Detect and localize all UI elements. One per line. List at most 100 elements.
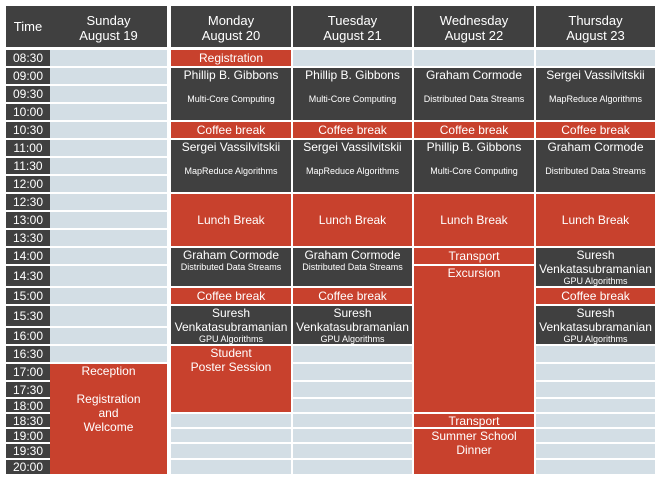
event-subtitle: Multi-Core Computing [187, 94, 275, 104]
event-monday-coffee1[interactable]: Coffee break [171, 122, 291, 138]
time-label: 09:30 [6, 86, 50, 102]
event-tuesday-coffee1[interactable]: Coffee break [293, 122, 412, 138]
day-date: August 19 [79, 28, 138, 43]
empty-slot [50, 288, 167, 304]
time-label: 11:00 [6, 140, 50, 156]
event-title: Phillip B. Gibbons [305, 68, 400, 82]
event-title: Registration [198, 51, 264, 65]
time-label: 13:30 [6, 230, 50, 246]
empty-slot [171, 444, 291, 458]
event-thursday-s1[interactable]: Sergei Vassilvitskii MapReduce Algorithms [536, 68, 655, 120]
empty-slot [50, 68, 167, 84]
empty-slot [50, 328, 167, 344]
event-wednesday-coffee1[interactable]: Coffee break [414, 122, 534, 138]
time-label: 14:00 [6, 248, 50, 264]
event-wednesday-s1[interactable]: Graham Cormode Distributed Data Streams [414, 68, 534, 120]
day-date: August 23 [566, 28, 625, 43]
event-title: Suresh Venkatasubramanian [539, 306, 652, 334]
event-monday-poster[interactable]: Student Poster Session [171, 346, 291, 412]
empty-slot [536, 382, 655, 397]
empty-slot [536, 460, 655, 474]
empty-slot [50, 346, 167, 362]
day-name: Thursday [568, 13, 623, 28]
time-label: 17:00 [6, 364, 50, 380]
event-wednesday-excursion[interactable]: Excursion [414, 266, 534, 412]
event-title: Transport [448, 249, 500, 263]
time-label: 11:30 [6, 158, 50, 174]
empty-slot [171, 460, 291, 474]
event-monday-s4[interactable]: Suresh Venkatasubramanian GPU Algorithms [171, 306, 291, 344]
time-label: 13:00 [6, 212, 50, 228]
event-title: Coffee break [196, 289, 266, 303]
day-name: Tuesday [327, 13, 378, 28]
event-subtitle: Distributed Data Streams [180, 262, 282, 272]
empty-slot [536, 346, 655, 362]
event-wednesday-s2[interactable]: Phillip B. Gibbons Multi-Core Computing [414, 140, 534, 192]
event-subtitle: Multi-Core Computing [308, 94, 397, 104]
empty-slot [293, 382, 412, 397]
empty-slot [171, 429, 291, 442]
event-thursday-coffee2[interactable]: Coffee break [536, 288, 655, 304]
day-header-wednesday: Wednesday August 22 [414, 6, 534, 47]
event-monday-s2[interactable]: Sergei Vassilvitskii MapReduce Algorithms [171, 140, 291, 192]
event-title: Coffee break [318, 289, 387, 303]
event-tuesday-s2[interactable]: Sergei Vassilvitskii MapReduce Algorithms [293, 140, 412, 192]
event-thursday-s3[interactable]: Suresh Venkatasubramanian GPU Algorithms [536, 248, 655, 286]
event-title: Suresh Venkatasubramanian [174, 306, 288, 334]
event-thursday-lunch[interactable]: Lunch Break [536, 194, 655, 246]
event-subtitle: GPU Algorithms [563, 276, 628, 286]
event-monday-lunch[interactable]: Lunch Break [171, 194, 291, 246]
event-wednesday-transport1[interactable]: Transport [414, 248, 534, 264]
event-title: Coffee break [318, 123, 387, 137]
event-tuesday-lunch[interactable]: Lunch Break [293, 194, 412, 246]
event-subtitle: MapReduce Algorithms [184, 166, 278, 176]
empty-slot [293, 429, 412, 442]
empty-slot [536, 429, 655, 442]
day-header-monday: Monday August 20 [171, 6, 291, 47]
event-sunday-reception[interactable]: Reception Registration and Welcome [50, 364, 167, 474]
event-title: Suresh Venkatasubramanian [539, 248, 652, 276]
event-title: Phillip B. Gibbons [426, 140, 522, 154]
time-label: 17:30 [6, 382, 50, 397]
event-title: Graham Cormode [547, 140, 644, 154]
event-subtitle: Distributed Data Streams [302, 262, 403, 272]
empty-slot [50, 140, 167, 156]
event-thursday-s2[interactable]: Graham Cormode Distributed Data Streams [536, 140, 655, 192]
event-monday-s1[interactable]: Phillip B. Gibbons Multi-Core Computing [171, 68, 291, 120]
empty-slot [50, 50, 167, 66]
event-monday-registration[interactable]: Registration [171, 50, 291, 66]
event-thursday-coffee1[interactable]: Coffee break [536, 122, 655, 138]
empty-slot [50, 194, 167, 210]
empty-slot [50, 248, 167, 264]
event-monday-coffee2[interactable]: Coffee break [171, 288, 291, 304]
empty-slot [50, 230, 167, 246]
event-wednesday-dinner[interactable]: Summer School Dinner [414, 429, 534, 474]
time-column-header: Time [6, 6, 50, 47]
time-label: 12:30 [6, 194, 50, 210]
empty-slot [536, 399, 655, 412]
event-monday-s3[interactable]: Graham Cormode Distributed Data Streams [171, 248, 291, 286]
time-label: 20:00 [6, 460, 50, 474]
event-wednesday-lunch[interactable]: Lunch Break [414, 194, 534, 246]
empty-slot [50, 306, 167, 326]
empty-slot [293, 364, 412, 380]
day-header-tuesday: Tuesday August 21 [293, 6, 412, 47]
empty-slot [50, 176, 167, 192]
time-label: 19:30 [6, 444, 50, 458]
empty-slot [293, 414, 412, 427]
event-tuesday-coffee2[interactable]: Coffee break [293, 288, 412, 304]
event-tuesday-s1[interactable]: Phillip B. Gibbons Multi-Core Computing [293, 68, 412, 120]
event-title: Graham Cormode [182, 248, 280, 262]
time-label: 14:30 [6, 266, 50, 286]
event-tuesday-s3[interactable]: Graham Cormode Distributed Data Streams [293, 248, 412, 286]
empty-slot [50, 122, 167, 138]
day-date: August 22 [444, 28, 504, 43]
time-label: 19:00 [6, 429, 50, 443]
event-tuesday-s4[interactable]: Suresh Venkatasubramanian GPU Algorithms [293, 306, 412, 344]
event-wednesday-transport2[interactable]: Transport [414, 414, 534, 427]
event-title: Excursion [447, 266, 501, 280]
empty-slot [536, 364, 655, 380]
empty-slot [536, 50, 655, 66]
event-thursday-s4[interactable]: Suresh Venkatasubramanian GPU Algorithms [536, 306, 655, 344]
